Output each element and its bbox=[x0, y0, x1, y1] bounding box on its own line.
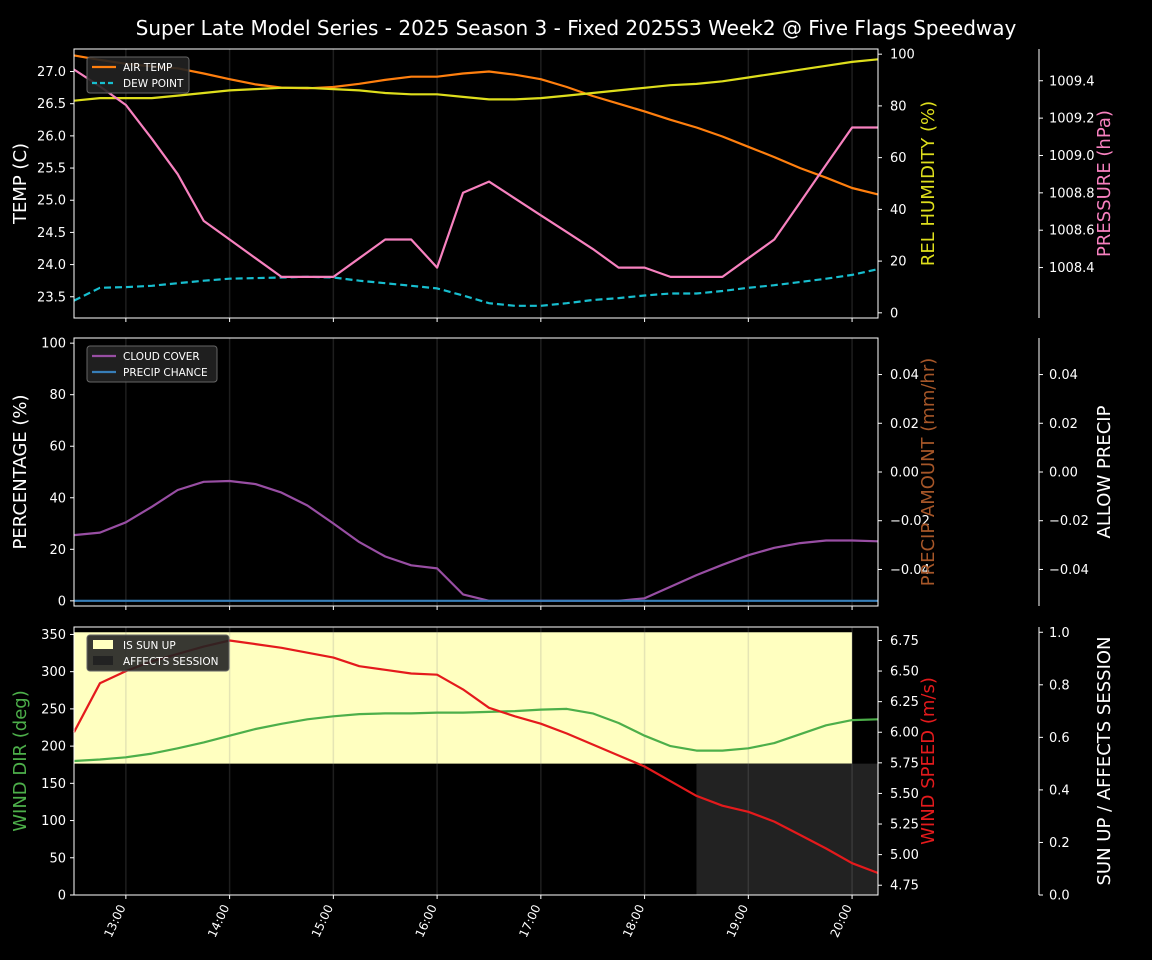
mid-tick-label: 5.00 bbox=[890, 848, 919, 863]
panel-weather: 23.5 24.0 24.5 25.0 25.5 26.0 26.5 27.0 0 20 40 60 8… bbox=[10, 48, 1115, 322]
right-tick-label: 1009.4 bbox=[1049, 74, 1095, 89]
right-axis-label: SUN UP / AFFECTS SESSION bbox=[1094, 636, 1115, 885]
mid-tick-label: −0.02 bbox=[890, 514, 930, 529]
right-tick-label: 0.0 bbox=[1049, 889, 1070, 904]
mid-tick-label: 0.02 bbox=[890, 417, 919, 432]
left-axis-label: PERCENTAGE (%) bbox=[10, 394, 31, 549]
right-tick-label: 0.00 bbox=[1049, 466, 1078, 481]
series-line-mid-axis bbox=[73, 58, 879, 102]
left-tick-label: 25.5 bbox=[37, 162, 66, 177]
right-tick-label: 1009.0 bbox=[1049, 149, 1095, 164]
mid-axis-label: WIND SPEED (m/s) bbox=[918, 677, 939, 845]
legend-entry: CLOUD COVER bbox=[123, 351, 200, 363]
left-tick-label: 250 bbox=[41, 702, 66, 717]
left-tick-label: 100 bbox=[41, 814, 66, 829]
right-tick-label: 0.8 bbox=[1049, 678, 1070, 693]
left-tick-label: 200 bbox=[41, 740, 66, 755]
left-tick-label: 300 bbox=[41, 665, 66, 680]
left-tick-label: 25.0 bbox=[37, 194, 66, 209]
mid-tick-label: 5.25 bbox=[890, 818, 919, 833]
right-tick-label: 1008.8 bbox=[1049, 186, 1095, 201]
left-tick-label: 0 bbox=[58, 594, 66, 609]
legend-swatch bbox=[93, 640, 113, 649]
legend-entry: DEW POINT bbox=[123, 78, 184, 90]
mid-tick-label: 6.75 bbox=[890, 634, 919, 649]
mid-tick-label: 60 bbox=[890, 151, 907, 166]
left-axis-label: WIND DIR (deg) bbox=[10, 690, 31, 832]
panel-wind: 0 50 100 150 200 250 300 350 4.75 5.00 5.25 5.50 5.7… bbox=[10, 626, 1115, 940]
mid-axis-label: PRECIP AMOUNT (mm/hr) bbox=[918, 358, 939, 587]
mid-tick-label: 4.75 bbox=[890, 879, 919, 894]
series-line-left-axis bbox=[73, 707, 879, 763]
right-tick-label: 1008.6 bbox=[1049, 224, 1095, 239]
left-tick-label: 26.5 bbox=[37, 97, 66, 112]
mid-axis-label: REL HUMIDITY (%) bbox=[918, 101, 939, 266]
left-tick-label: 150 bbox=[41, 777, 66, 792]
mid-tick-label: 40 bbox=[890, 203, 907, 218]
mid-tick-label: 5.75 bbox=[890, 756, 919, 771]
left-axis-label: TEMP (C) bbox=[10, 143, 31, 225]
right-tick-label: 0.4 bbox=[1049, 783, 1070, 798]
legend-entry: AIR TEMP bbox=[123, 62, 172, 74]
right-axis-label: ALLOW PRECIP bbox=[1094, 405, 1115, 538]
plot-frame bbox=[73, 48, 879, 319]
right-tick-label: 0.04 bbox=[1049, 368, 1078, 383]
legend-box bbox=[86, 345, 218, 383]
left-tick-label: 60 bbox=[49, 440, 66, 455]
right-tick-label: 1009.2 bbox=[1049, 112, 1095, 127]
mid-tick-label: −0.04 bbox=[890, 563, 930, 578]
right-tick-label: 0.2 bbox=[1049, 836, 1070, 851]
legend-box bbox=[86, 634, 230, 672]
chart-title: Super Late Model Series - 2025 Season 3 … bbox=[136, 16, 1017, 40]
panel-clouds: 0 20 40 60 80 100 −0.04 −0.02 0.00 0.02 0.04 −0.04 −… bbox=[10, 337, 1115, 610]
series-line-cloud-cover bbox=[73, 479, 879, 602]
right-tick-label: −0.02 bbox=[1049, 514, 1089, 529]
mid-tick-label: 0 bbox=[890, 306, 898, 321]
left-tick-label: 24.0 bbox=[37, 258, 66, 273]
mid-tick-label: 80 bbox=[890, 99, 907, 114]
legend-entry: PRECIP CHANCE bbox=[123, 367, 208, 379]
plot-frame bbox=[73, 626, 879, 896]
mid-tick-label: 5.50 bbox=[890, 787, 919, 802]
series-line-dew-point bbox=[73, 268, 879, 307]
left-tick-label: 40 bbox=[49, 491, 66, 506]
series-line-right-axis bbox=[73, 68, 878, 278]
right-tick-label: 0.02 bbox=[1049, 417, 1078, 432]
mid-tick-label: 20 bbox=[890, 255, 907, 270]
left-tick-label: 80 bbox=[49, 388, 66, 403]
left-tick-label: 350 bbox=[41, 628, 66, 643]
mid-tick-label: 6.25 bbox=[890, 695, 919, 710]
right-tick-label: −0.04 bbox=[1049, 563, 1089, 578]
right-axis-label: PRESSURE (hPa) bbox=[1094, 110, 1115, 257]
left-tick-label: 50 bbox=[49, 851, 66, 866]
right-tick-label: 1008.4 bbox=[1049, 261, 1095, 276]
left-tick-label: 20 bbox=[49, 543, 66, 558]
plot-area bbox=[74, 49, 878, 318]
right-tick-label: 1.0 bbox=[1049, 626, 1070, 641]
series-line-air-temp bbox=[73, 54, 879, 196]
chart-panels: 23.5 24.0 24.5 25.0 25.5 26.0 26.5 27.0 0 20 40 60 8… bbox=[10, 48, 1115, 940]
mid-tick-label: 6.00 bbox=[890, 726, 919, 741]
left-tick-label: 100 bbox=[41, 337, 66, 352]
plot-area bbox=[74, 338, 878, 606]
legend-entry: AFFECTS SESSION bbox=[123, 656, 219, 668]
mid-tick-label: 100 bbox=[890, 48, 915, 63]
mid-tick-label: 0.04 bbox=[890, 368, 919, 383]
legend-entry: IS SUN UP bbox=[123, 640, 176, 652]
left-tick-label: 26.0 bbox=[37, 129, 66, 144]
left-tick-label: 27.0 bbox=[37, 65, 66, 80]
mid-tick-label: 0.00 bbox=[890, 466, 919, 481]
left-tick-label: 24.5 bbox=[37, 226, 66, 241]
left-tick-label: 0 bbox=[58, 889, 66, 904]
left-tick-label: 23.5 bbox=[37, 290, 66, 305]
right-tick-label: 0.6 bbox=[1049, 731, 1070, 746]
mid-tick-label: 6.50 bbox=[890, 665, 919, 680]
legend-swatch bbox=[93, 656, 113, 665]
